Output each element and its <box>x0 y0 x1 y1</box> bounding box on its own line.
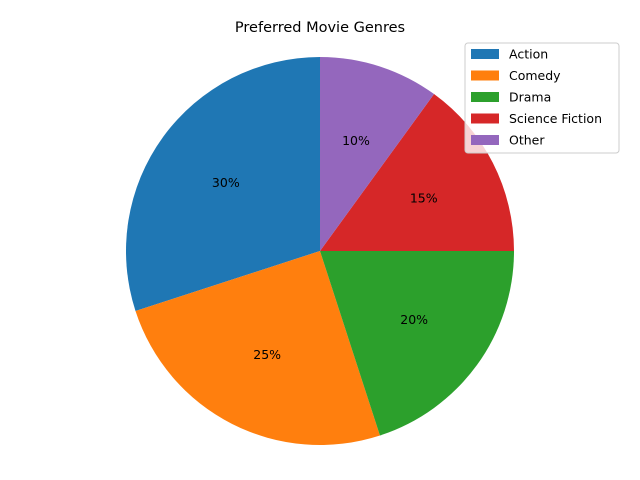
legend-label-comedy: Comedy <box>509 68 561 83</box>
pie-label-other: 10% <box>342 133 370 148</box>
pie-slice-comedy <box>135 251 380 446</box>
pie-slice-other <box>320 57 435 251</box>
pie-slice-drama <box>320 251 514 436</box>
pie-label-science-fiction: 15% <box>410 191 438 206</box>
legend: Action Comedy Drama Science Fiction Other <box>464 42 620 154</box>
legend-swatch-other <box>471 135 499 145</box>
pie-label-action: 30% <box>212 175 240 190</box>
legend-frame <box>464 42 620 154</box>
pie-percent-labels: 30% 25% 20% 15% 10% <box>212 133 438 362</box>
legend-swatch-drama <box>471 92 499 102</box>
legend-label-drama: Drama <box>509 90 551 105</box>
legend-label-science-fiction: Science Fiction <box>509 111 602 126</box>
legend-label-action: Action <box>509 47 548 62</box>
pie-label-comedy: 25% <box>253 347 281 362</box>
pie-label-drama: 20% <box>400 312 428 327</box>
pie-slices <box>125 57 514 446</box>
legend-label-other: Other <box>509 133 545 148</box>
pie-slice-action <box>125 57 320 311</box>
chart-title: Preferred Movie Genres <box>235 20 405 36</box>
legend-swatch-comedy <box>471 70 499 81</box>
legend-swatch-science-fiction <box>471 113 499 124</box>
legend-swatch-action <box>471 49 499 59</box>
